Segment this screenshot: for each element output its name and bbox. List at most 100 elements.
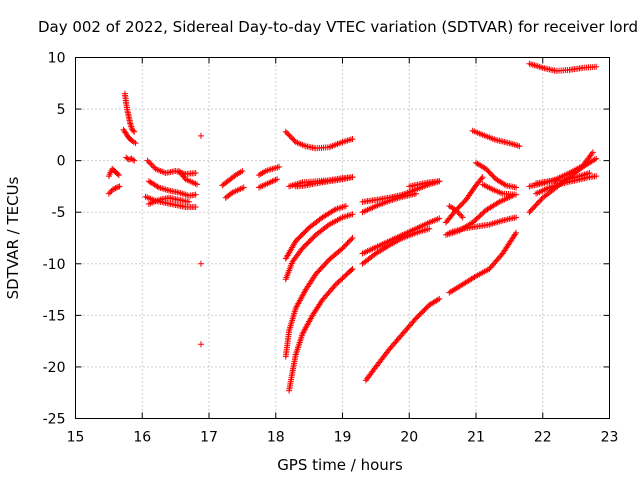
data-point-interp (340, 244, 347, 251)
data-point-interp (410, 318, 417, 325)
data-point-interp (500, 180, 507, 187)
data-point (197, 341, 204, 348)
series-arc-27 (359, 215, 443, 257)
series-arc-42 (533, 173, 600, 197)
data-point-interp (154, 197, 161, 204)
data-point-interp (154, 183, 161, 190)
data-point-interp (174, 189, 181, 196)
data-point-interp (237, 168, 244, 175)
series-arc-14 (219, 167, 246, 189)
y-tick-label: -25 (43, 412, 66, 428)
data-point-interp (184, 198, 191, 205)
x-tick-label: 15 (67, 430, 85, 446)
data-point-interp (480, 209, 487, 216)
series-arc-21 (282, 203, 349, 262)
data-point-interp (298, 332, 305, 339)
data-point-interp (433, 297, 440, 304)
data-point-interp (272, 176, 279, 183)
data-point-interp (190, 204, 197, 211)
data-point-interp (274, 164, 281, 171)
data-point (144, 157, 151, 164)
data-point-interp (348, 236, 355, 243)
data-point-interp (337, 139, 344, 146)
data-point-interp (584, 170, 591, 177)
series-arc-39 (526, 60, 600, 74)
data-point-interp (498, 189, 505, 196)
data-point-interp (174, 196, 181, 203)
data-point-interp (261, 182, 268, 189)
data-point-interp (292, 306, 299, 313)
data-point (197, 260, 204, 267)
grid (75, 57, 610, 419)
data-point-interp (470, 274, 477, 281)
series-arc-03 (121, 90, 138, 135)
data-point-interp (121, 128, 128, 135)
data-point-interp (371, 245, 378, 252)
x-axis-title: GPS time / hours (277, 456, 403, 474)
data-point-interp (511, 214, 518, 221)
data-point-interp (341, 203, 348, 210)
data-point-interp (423, 304, 430, 311)
data-point-interp (491, 136, 498, 143)
data-point-interp (337, 176, 344, 183)
data-point-interp (130, 139, 137, 146)
data-point-interp (424, 220, 431, 227)
data-point (116, 183, 123, 190)
data-point-interp (267, 166, 274, 173)
data-point-interp (124, 106, 131, 113)
data-point (131, 128, 138, 135)
data-point-interp (342, 242, 349, 249)
data-point-interp (489, 172, 496, 179)
y-axis-title: SDTVAR / TECUs (4, 176, 22, 299)
data-point-interp (180, 173, 187, 180)
data-point-interp (149, 163, 156, 170)
data-point-interp (308, 313, 315, 320)
data-point-interp (576, 166, 583, 173)
y-tick-label: -20 (43, 360, 66, 376)
series-arc-20 (292, 174, 356, 190)
data-point-interp (231, 173, 238, 180)
y-tick-label: -5 (52, 205, 66, 221)
data-point-interp (434, 178, 441, 185)
series-arc-35 (446, 229, 520, 296)
data-point-interp (488, 171, 495, 178)
data-point-interp (112, 185, 119, 192)
data-point (349, 235, 356, 241)
data-point (109, 186, 116, 193)
chart-title: Day 002 of 2022, Sidereal Day-to-day VTE… (38, 18, 638, 36)
data-point-interp (111, 185, 118, 192)
data-point-interp (329, 207, 336, 214)
data-point-interp (301, 182, 308, 189)
data-point-interp (324, 144, 331, 151)
data-point-interp (303, 227, 310, 234)
x-tick-label: 22 (534, 430, 552, 446)
data-point-interp (434, 296, 441, 303)
data-point-interp (292, 353, 299, 360)
series-arc-15 (222, 184, 247, 201)
series-arc-05 (123, 154, 138, 164)
data-point-interp (454, 228, 461, 235)
data-point-interp (164, 187, 171, 194)
data-point-interp (434, 216, 441, 223)
data-point-interp (190, 191, 197, 198)
y-tick-label: -10 (43, 257, 66, 273)
series-arc-18 (282, 128, 356, 152)
data-point (459, 214, 466, 221)
data-point-interp (323, 259, 330, 266)
data-point-interp (113, 170, 120, 177)
data-point-interp (590, 157, 597, 164)
data-point-interp (228, 190, 235, 197)
data-point-interp (297, 248, 304, 255)
data-point-interp (424, 226, 431, 233)
data-point-interp (488, 185, 495, 192)
data-point-interp (226, 191, 233, 198)
data-point-interp (345, 238, 352, 245)
data-point-interp (286, 132, 293, 139)
data-point-interp (511, 184, 518, 191)
data-point-interp (124, 155, 131, 162)
data-point-interp (369, 252, 376, 259)
data-point-interp (538, 64, 545, 71)
data-point-interp (288, 260, 295, 267)
data-point-interp (115, 183, 122, 190)
